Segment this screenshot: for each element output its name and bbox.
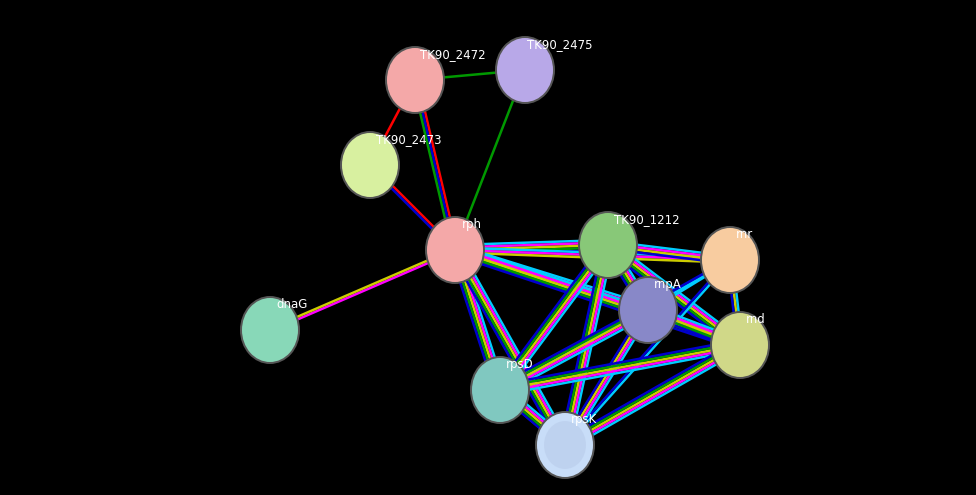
Ellipse shape bbox=[242, 298, 298, 362]
Text: TK90_2473: TK90_2473 bbox=[376, 133, 441, 146]
Ellipse shape bbox=[472, 358, 528, 422]
Ellipse shape bbox=[702, 228, 758, 292]
Ellipse shape bbox=[620, 278, 676, 342]
Text: TK90_2472: TK90_2472 bbox=[420, 48, 486, 61]
Text: dnaG: dnaG bbox=[276, 298, 307, 311]
Ellipse shape bbox=[537, 413, 593, 477]
Ellipse shape bbox=[470, 356, 530, 424]
Ellipse shape bbox=[544, 421, 586, 469]
Text: TK90_2475: TK90_2475 bbox=[527, 38, 592, 51]
Ellipse shape bbox=[427, 218, 483, 282]
Ellipse shape bbox=[385, 46, 445, 114]
Ellipse shape bbox=[387, 48, 443, 112]
Ellipse shape bbox=[240, 296, 300, 364]
Ellipse shape bbox=[710, 311, 770, 379]
Text: rpsK: rpsK bbox=[571, 413, 597, 426]
Ellipse shape bbox=[700, 226, 760, 294]
Ellipse shape bbox=[340, 131, 400, 199]
Ellipse shape bbox=[618, 276, 678, 344]
Text: rpsD: rpsD bbox=[506, 358, 534, 371]
Ellipse shape bbox=[342, 133, 398, 197]
Ellipse shape bbox=[425, 216, 485, 284]
Ellipse shape bbox=[535, 411, 595, 479]
Ellipse shape bbox=[495, 36, 555, 104]
Ellipse shape bbox=[497, 38, 553, 102]
Ellipse shape bbox=[578, 211, 638, 279]
Text: rnpA: rnpA bbox=[654, 278, 682, 291]
Text: TK90_1212: TK90_1212 bbox=[614, 213, 679, 226]
Ellipse shape bbox=[580, 213, 636, 277]
Text: rnd: rnd bbox=[746, 313, 766, 326]
Text: rph: rph bbox=[462, 218, 482, 231]
Text: rnr: rnr bbox=[736, 228, 753, 241]
Ellipse shape bbox=[712, 313, 768, 377]
